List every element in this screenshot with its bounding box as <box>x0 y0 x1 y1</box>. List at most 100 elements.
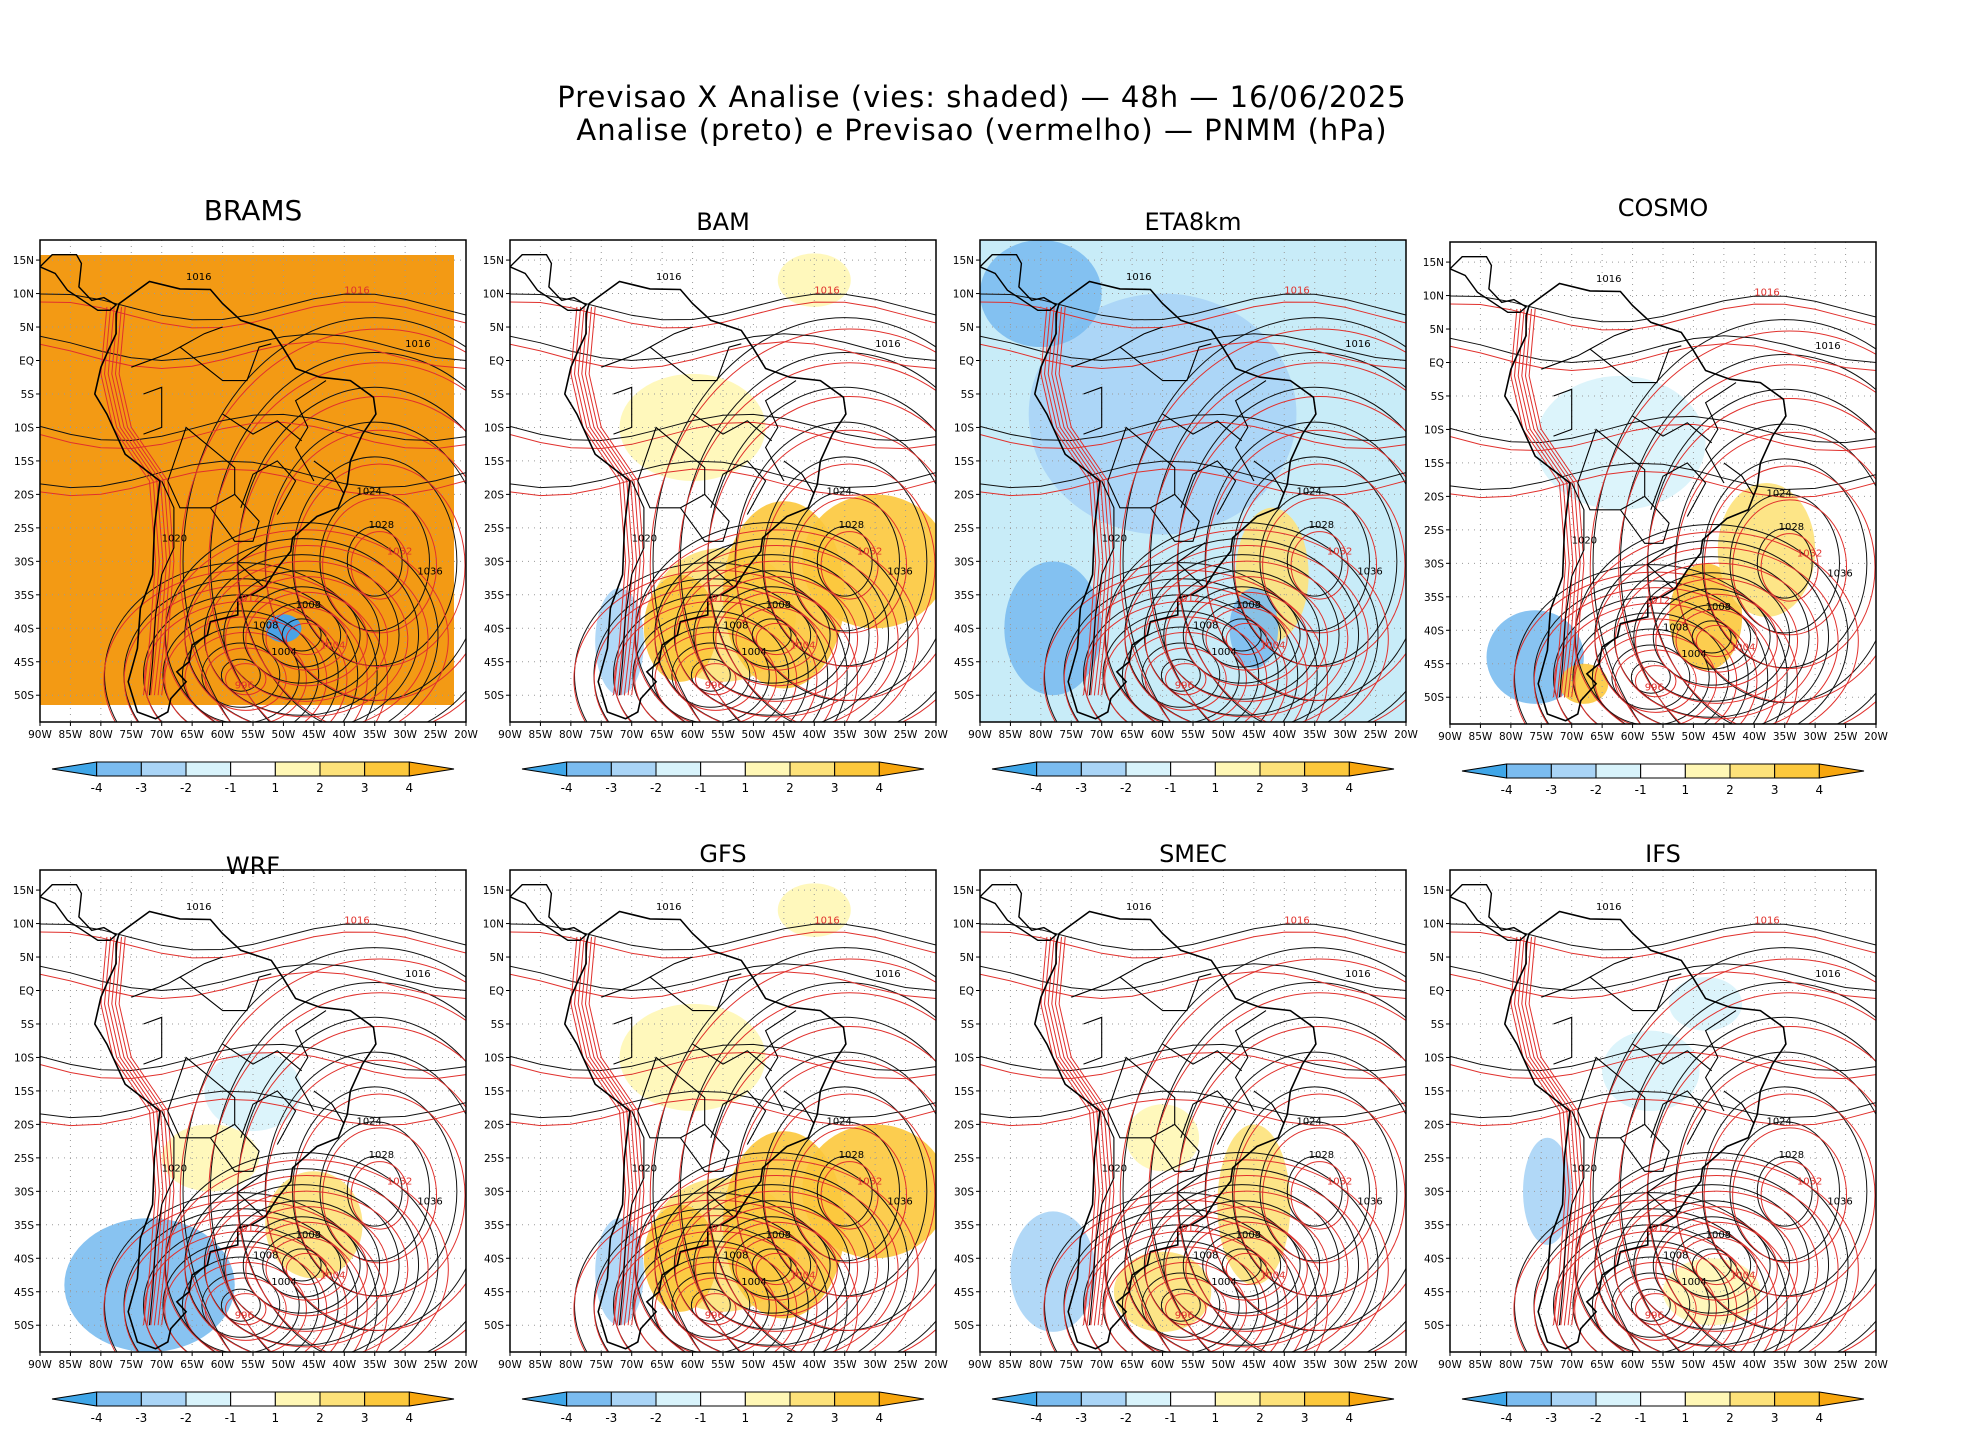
panel-wrf: WRF 1016 1016 1016 1020 1012 1008 1004 996 1024 1… <box>0 820 490 1450</box>
isobar-label: 1008 <box>1193 1250 1218 1261</box>
isobar-label: 1016 <box>1126 902 1151 913</box>
bias-patch <box>777 883 851 937</box>
lat-tick-label: EQ <box>959 986 974 998</box>
colorbar-label: -1 <box>225 781 237 795</box>
country-border <box>783 460 815 495</box>
colorbar-label: -4 <box>561 1411 573 1425</box>
lon-tick-label: 70W <box>620 729 644 741</box>
lat-tick-label: 15N <box>953 885 974 897</box>
lon-tick-label: 25W <box>424 1359 448 1371</box>
lat-tick-label: 30S <box>484 556 504 568</box>
lon-tick-label: 35W <box>363 1359 387 1371</box>
lat-tick-label: 50S <box>1424 1320 1444 1332</box>
lon-tick-label: 30W <box>1803 1359 1827 1371</box>
lat-tick-label: 15N <box>13 255 34 267</box>
lon-tick-label: 25W <box>894 729 918 741</box>
lon-tick-label: 50W <box>1682 1359 1706 1371</box>
isobar-label: 1004 <box>271 1277 296 1288</box>
country-border <box>1558 1110 1585 1326</box>
colorbar-label: 1 <box>272 781 280 795</box>
map-layers: 1016 1016 1016 1020 1012 1008 1004 996 1024 1028 1… <box>953 869 1418 1425</box>
isobar-label: 1016 <box>814 916 839 927</box>
colorbar-label: 3 <box>361 1411 369 1425</box>
map-plot: 1016 1016 1016 1020 1012 1008 1004 996 1024 1028 1… <box>1423 241 1888 797</box>
colorbar: -4 -3 -2 -1 1 2 3 4 <box>521 1391 925 1425</box>
colorbar-swatch <box>1774 763 1820 779</box>
colorbar-swatch <box>700 761 746 777</box>
country-border <box>613 386 633 435</box>
colorbar-label: -2 <box>1590 783 1602 797</box>
lon-tick-label: 65W <box>1120 729 1144 741</box>
colorbar-swatch <box>1080 1391 1127 1407</box>
coastline <box>510 884 588 941</box>
isobar-label: 1012 <box>235 594 260 605</box>
isobar-label: 1016 <box>405 969 430 980</box>
colorbar-swatch <box>1729 763 1776 779</box>
colorbar-label: 3 <box>361 781 369 795</box>
colorbar-label: 1 <box>1212 781 1220 795</box>
lat-tick-label: 30S <box>954 556 974 568</box>
lat-tick-label: 30S <box>954 1186 974 1198</box>
colorbar-swatch <box>408 761 455 777</box>
country-border <box>1558 482 1585 698</box>
lat-tick-label: 45S <box>14 657 34 669</box>
isobar-label: 1004 <box>741 647 766 658</box>
lon-tick-label: 65W <box>650 729 674 741</box>
lon-tick-label: 50W <box>1212 1359 1236 1371</box>
isobar-label: 1004 <box>1681 649 1706 660</box>
lat-tick-label: 10S <box>484 1052 504 1064</box>
lat-tick-label: 5S <box>1431 391 1445 403</box>
isobar-label: 1004 <box>1211 1277 1236 1288</box>
lat-tick-label: 35S <box>484 590 504 602</box>
lon-tick-label: 25W <box>1364 729 1388 741</box>
lat-tick-label: 10N <box>483 919 504 931</box>
isobar-label: 1036 <box>1357 1197 1382 1208</box>
colorbar-swatch <box>1259 1391 1306 1407</box>
isobar-label: 1012 <box>1175 594 1200 605</box>
lon-tick-label: 50W <box>1682 731 1706 743</box>
colorbar-swatch <box>1304 1391 1350 1407</box>
colorbar: -4 -3 -2 -1 1 2 3 4 <box>1461 763 1865 797</box>
lon-tick-label: 80W <box>559 729 583 741</box>
colorbar-label: 4 <box>1346 1411 1354 1425</box>
lat-tick-label: 15S <box>14 456 34 468</box>
lat-tick-label: 20S <box>954 1119 974 1131</box>
country-border <box>1071 956 1163 998</box>
country-border <box>764 380 797 482</box>
colorbar-label: 4 <box>876 1411 884 1425</box>
colorbar-label: 4 <box>406 781 414 795</box>
lat-tick-label: 35S <box>484 1220 504 1232</box>
map-layers: 1016 1016 1016 1020 1012 1008 1004 996 1024 1028 1… <box>483 869 948 1425</box>
lat-tick-label: 5S <box>1431 1019 1445 1031</box>
colorbar-swatch <box>1729 1391 1776 1407</box>
lon-tick-label: 65W <box>1590 1359 1614 1371</box>
isobar-label: 1016 <box>1345 969 1370 980</box>
bias-patch <box>1717 483 1816 617</box>
lon-tick-label: 85W <box>529 729 553 741</box>
lat-tick-label: 10N <box>1423 291 1444 303</box>
lon-tick-label: 30W <box>1333 729 1357 741</box>
isobar-label: 1028 <box>1309 520 1334 531</box>
country-border <box>649 343 742 382</box>
lon-tick-label: 35W <box>1773 731 1797 743</box>
colorbar-label: 1 <box>1682 783 1690 797</box>
colorbar: -4 -3 -2 -1 1 2 3 4 <box>51 1391 455 1425</box>
panel-title: SMEC <box>1159 840 1227 868</box>
colorbar-label: -1 <box>1635 1411 1647 1425</box>
isobar-label: 1020 <box>1102 1163 1127 1174</box>
lon-tick-label: 90W <box>498 729 522 741</box>
isobar-label: 1004 <box>320 1270 345 1281</box>
lon-tick-label: 70W <box>620 1359 644 1371</box>
colorbar-swatch <box>1684 1391 1731 1407</box>
isobar-label: 1016 <box>186 902 211 913</box>
lat-tick-label: 10N <box>953 919 974 931</box>
colorbar-label: -4 <box>91 1411 103 1425</box>
country-border <box>679 494 730 542</box>
lat-tick-label: 45S <box>1424 1287 1444 1299</box>
figure-subtitle: Analise (preto) e Previsao (vermelho) — … <box>576 113 1388 147</box>
isobar-label: 1016 <box>875 969 900 980</box>
coastline <box>563 280 847 720</box>
lon-tick-label: 25W <box>1364 1359 1388 1371</box>
coastline <box>563 910 847 1350</box>
isobar-label: 1016 <box>1596 274 1621 285</box>
